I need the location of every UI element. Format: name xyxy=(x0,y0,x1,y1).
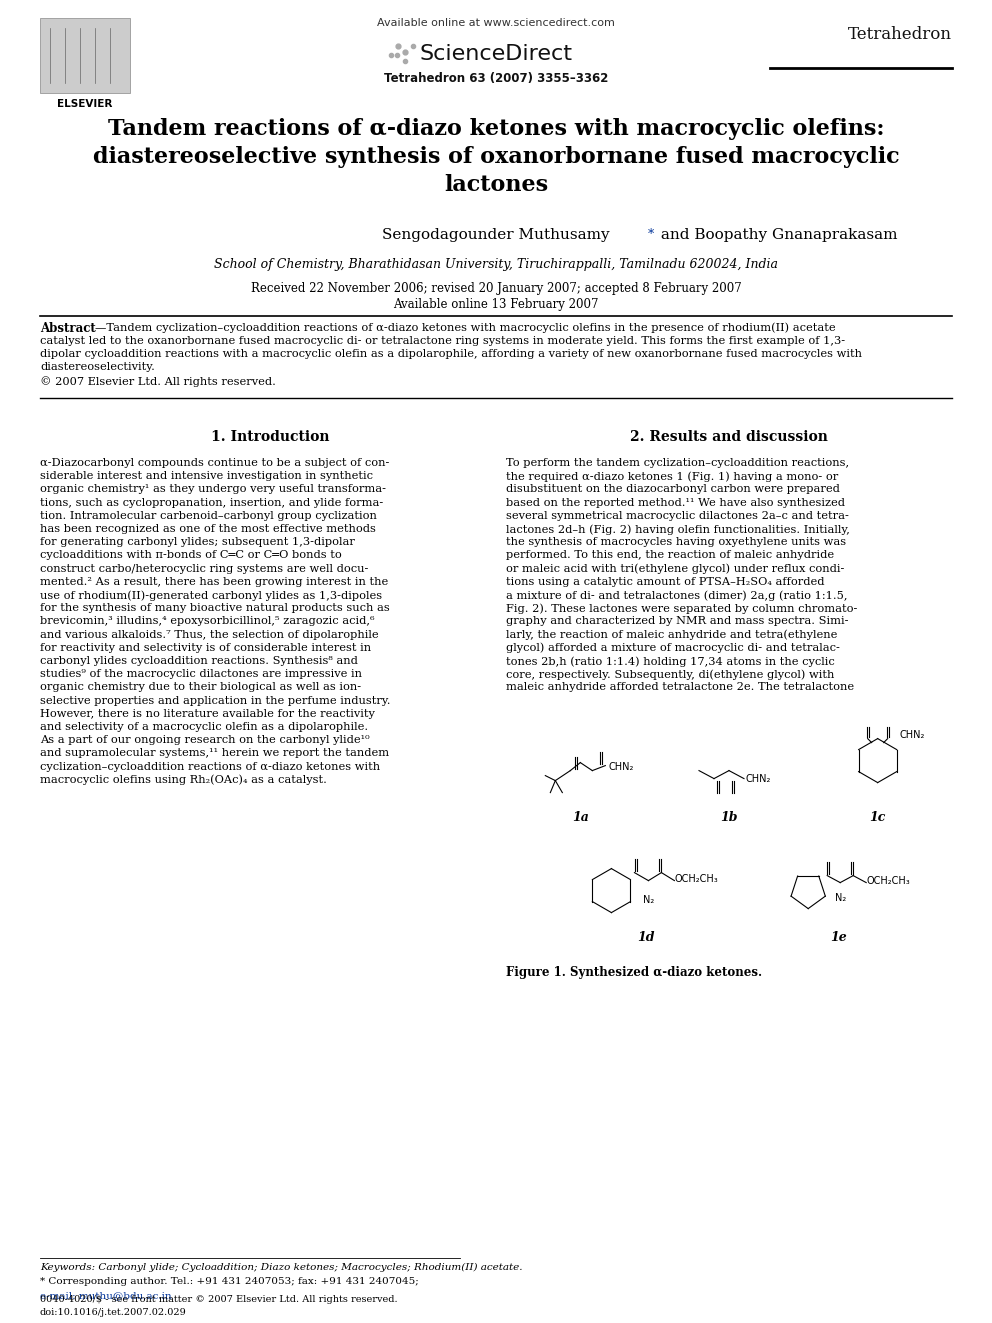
Text: macrocyclic olefins using Rh₂(OAc)₄ as a catalyst.: macrocyclic olefins using Rh₂(OAc)₄ as a… xyxy=(40,775,327,786)
Text: for the synthesis of many bioactive natural products such as: for the synthesis of many bioactive natu… xyxy=(40,603,390,613)
Text: studies⁹ of the macrocyclic dilactones are impressive in: studies⁹ of the macrocyclic dilactones a… xyxy=(40,669,362,679)
Text: *: * xyxy=(648,228,655,241)
Text: tion. Intramolecular carbenoid–carbonyl group cyclization: tion. Intramolecular carbenoid–carbonyl … xyxy=(40,511,377,521)
Text: and supramolecular systems,¹¹ herein we report the tandem: and supramolecular systems,¹¹ herein we … xyxy=(40,749,389,758)
Text: for reactivity and selectivity is of considerable interest in: for reactivity and selectivity is of con… xyxy=(40,643,371,652)
Text: organic chemistry due to their biological as well as ion-: organic chemistry due to their biologica… xyxy=(40,683,361,692)
Text: 1b: 1b xyxy=(720,811,738,824)
Text: —Tandem cyclization–cycloaddition reactions of α-diazo ketones with macrocyclic : —Tandem cyclization–cycloaddition reacti… xyxy=(95,321,835,332)
Text: © 2007 Elsevier Ltd. All rights reserved.: © 2007 Elsevier Ltd. All rights reserved… xyxy=(40,376,276,386)
Text: diastereoselective synthesis of oxanorbornane fused macrocyclic: diastereoselective synthesis of oxanorbo… xyxy=(92,146,900,168)
Text: tones 2b,h (ratio 1:1.4) holding 17,34 atoms in the cyclic: tones 2b,h (ratio 1:1.4) holding 17,34 a… xyxy=(506,656,834,667)
Text: Tetrahedron: Tetrahedron xyxy=(848,26,952,44)
Text: Abstract: Abstract xyxy=(40,321,96,335)
Text: CHN₂: CHN₂ xyxy=(745,774,771,783)
Text: siderable interest and intensive investigation in synthetic: siderable interest and intensive investi… xyxy=(40,471,373,482)
Text: graphy and characterized by NMR and mass spectra. Simi-: graphy and characterized by NMR and mass… xyxy=(506,617,848,626)
Text: catalyst led to the oxanorbornane fused macrocyclic di- or tetralactone ring sys: catalyst led to the oxanorbornane fused … xyxy=(40,336,845,345)
Text: performed. To this end, the reaction of maleic anhydride: performed. To this end, the reaction of … xyxy=(506,550,834,561)
Text: CHN₂: CHN₂ xyxy=(900,729,926,740)
Text: 1e: 1e xyxy=(830,930,846,943)
Text: mented.² As a result, there has been growing interest in the: mented.² As a result, there has been gro… xyxy=(40,577,388,587)
Text: N₂: N₂ xyxy=(834,893,846,902)
Text: or maleic acid with tri(ethylene glycol) under reflux condi-: or maleic acid with tri(ethylene glycol)… xyxy=(506,564,844,574)
Text: However, there is no literature available for the reactivity: However, there is no literature availabl… xyxy=(40,709,375,718)
Text: maleic anhydride afforded tetralactone 2e. The tetralactone: maleic anhydride afforded tetralactone 2… xyxy=(506,683,854,692)
Text: diastereoselectivity.: diastereoselectivity. xyxy=(40,363,155,373)
Text: has been recognized as one of the most effective methods: has been recognized as one of the most e… xyxy=(40,524,376,534)
Text: e-mail: muthu@bdu.ac.in: e-mail: muthu@bdu.ac.in xyxy=(40,1291,172,1301)
Text: cycloadditions with π-bonds of C═C or C═O bonds to: cycloadditions with π-bonds of C═C or C═… xyxy=(40,550,342,561)
Text: selective properties and application in the perfume industry.: selective properties and application in … xyxy=(40,696,391,705)
Text: and various alkaloids.⁷ Thus, the selection of dipolarophile: and various alkaloids.⁷ Thus, the select… xyxy=(40,630,379,639)
Text: organic chemistry¹ as they undergo very useful transforma-: organic chemistry¹ as they undergo very … xyxy=(40,484,386,495)
Text: doi:10.1016/j.tet.2007.02.029: doi:10.1016/j.tet.2007.02.029 xyxy=(40,1308,186,1316)
Text: lactones: lactones xyxy=(444,175,548,196)
Text: Received 22 November 2006; revised 20 January 2007; accepted 8 February 2007: Received 22 November 2006; revised 20 Ja… xyxy=(251,282,741,295)
Text: Available online at www.sciencedirect.com: Available online at www.sciencedirect.co… xyxy=(377,19,615,28)
Text: core, respectively. Subsequently, di(ethylene glycol) with: core, respectively. Subsequently, di(eth… xyxy=(506,669,834,680)
Text: lactones 2d–h (Fig. 2) having olefin functionalities. Initially,: lactones 2d–h (Fig. 2) having olefin fun… xyxy=(506,524,850,534)
Text: for generating carbonyl ylides; subsequent 1,3-dipolar: for generating carbonyl ylides; subseque… xyxy=(40,537,355,548)
Text: 2. Results and discussion: 2. Results and discussion xyxy=(630,430,828,445)
Text: OCH₂CH₃: OCH₂CH₃ xyxy=(675,873,718,884)
Text: CHN₂: CHN₂ xyxy=(608,762,634,771)
Text: Available online 13 February 2007: Available online 13 February 2007 xyxy=(393,298,599,311)
Text: Fig. 2). These lactones were separated by column chromato-: Fig. 2). These lactones were separated b… xyxy=(506,603,857,614)
Text: To perform the tandem cyclization–cycloaddition reactions,: To perform the tandem cyclization–cycloa… xyxy=(506,458,849,468)
Text: ELSEVIER: ELSEVIER xyxy=(58,99,113,108)
Text: disubstituent on the diazocarbonyl carbon were prepared: disubstituent on the diazocarbonyl carbo… xyxy=(506,484,840,495)
Text: and selectivity of a macrocyclic olefin as a dipolarophile.: and selectivity of a macrocyclic olefin … xyxy=(40,722,368,732)
Bar xyxy=(40,19,130,93)
Text: and Boopathy Gnanaprakasam: and Boopathy Gnanaprakasam xyxy=(656,228,898,242)
Text: a mixture of di- and tetralactones (dimer) 2a,g (ratio 1:1.5,: a mixture of di- and tetralactones (dime… xyxy=(506,590,847,601)
Text: α-Diazocarbonyl compounds continue to be a subject of con-: α-Diazocarbonyl compounds continue to be… xyxy=(40,458,390,468)
Text: based on the reported method.¹¹ We have also synthesized: based on the reported method.¹¹ We have … xyxy=(506,497,845,508)
Text: carbonyl ylides cycloaddition reactions. Synthesis⁸ and: carbonyl ylides cycloaddition reactions.… xyxy=(40,656,358,665)
Text: ScienceDirect: ScienceDirect xyxy=(420,44,572,64)
Text: brevicomin,³ illudins,⁴ epoxysorbicillinol,⁵ zaragozic acid,⁶: brevicomin,³ illudins,⁴ epoxysorbicillin… xyxy=(40,617,375,626)
Text: * Corresponding author. Tel.: +91 431 2407053; fax: +91 431 2407045;: * Corresponding author. Tel.: +91 431 24… xyxy=(40,1277,419,1286)
Text: 1. Introduction: 1. Introduction xyxy=(210,430,329,445)
Text: 1c: 1c xyxy=(869,811,886,824)
Text: Keywords: Carbonyl ylide; Cycloaddition; Diazo ketones; Macrocycles; Rhodium(II): Keywords: Carbonyl ylide; Cycloaddition;… xyxy=(40,1263,523,1273)
Text: glycol) afforded a mixture of macrocyclic di- and tetralac-: glycol) afforded a mixture of macrocycli… xyxy=(506,643,840,654)
Text: several symmetrical macrocyclic dilactones 2a–c and tetra-: several symmetrical macrocyclic dilacton… xyxy=(506,511,849,521)
Text: the synthesis of macrocycles having oxyethylene units was: the synthesis of macrocycles having oxye… xyxy=(506,537,846,548)
Text: As a part of our ongoing research on the carbonyl ylide¹⁰: As a part of our ongoing research on the… xyxy=(40,736,370,745)
Text: Figure 1. Synthesized α-diazo ketones.: Figure 1. Synthesized α-diazo ketones. xyxy=(506,966,762,979)
Text: use of rhodium(II)-generated carbonyl ylides as 1,3-dipoles: use of rhodium(II)-generated carbonyl yl… xyxy=(40,590,382,601)
Text: tions, such as cyclopropanation, insertion, and ylide forma-: tions, such as cyclopropanation, inserti… xyxy=(40,497,383,508)
Text: N₂: N₂ xyxy=(643,894,654,905)
Text: School of Chemistry, Bharathidasan University, Tiruchirappalli, Tamilnadu 620024: School of Chemistry, Bharathidasan Unive… xyxy=(214,258,778,271)
Text: 0040-4020/$ - see front matter © 2007 Elsevier Ltd. All rights reserved.: 0040-4020/$ - see front matter © 2007 El… xyxy=(40,1295,398,1304)
Text: OCH₂CH₃: OCH₂CH₃ xyxy=(866,876,910,885)
Text: Tetrahedron 63 (2007) 3355–3362: Tetrahedron 63 (2007) 3355–3362 xyxy=(384,71,608,85)
Text: construct carbo/heterocyclic ring systems are well docu-: construct carbo/heterocyclic ring system… xyxy=(40,564,368,574)
Text: Tandem reactions of α-diazo ketones with macrocyclic olefins:: Tandem reactions of α-diazo ketones with… xyxy=(108,118,884,140)
Text: tions using a catalytic amount of PTSA–H₂SO₄ afforded: tions using a catalytic amount of PTSA–H… xyxy=(506,577,824,587)
Text: 1d: 1d xyxy=(638,930,655,943)
Text: 1a: 1a xyxy=(572,811,589,824)
Text: cyclization–cycloaddition reactions of α-diazo ketones with: cyclization–cycloaddition reactions of α… xyxy=(40,762,380,771)
Text: the required α-diazo ketones 1 (Fig. 1) having a mono- or: the required α-diazo ketones 1 (Fig. 1) … xyxy=(506,471,838,482)
Text: Sengodagounder Muthusamy: Sengodagounder Muthusamy xyxy=(382,228,610,242)
Text: larly, the reaction of maleic anhydride and tetra(ethylene: larly, the reaction of maleic anhydride … xyxy=(506,630,837,640)
Text: dipolar cycloaddition reactions with a macrocyclic olefin as a dipolarophile, af: dipolar cycloaddition reactions with a m… xyxy=(40,349,862,359)
